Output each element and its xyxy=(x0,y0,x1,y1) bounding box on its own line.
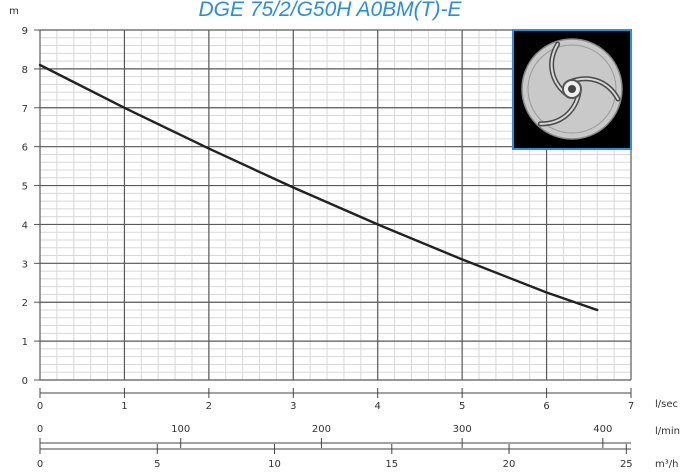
impeller-icon xyxy=(521,38,623,140)
x-tick-label: 0 xyxy=(37,424,43,435)
y-tick-label: 9 xyxy=(22,26,28,37)
y-tick-label: 2 xyxy=(22,298,28,309)
chart-title: DGE 75/2/G50H A0BM(T)-E xyxy=(199,0,463,21)
x-axes: 0 1 2 3 4 5 6 7 l/sec 0 100 200 300 400 l/min 0 5 10 15 20 2… xyxy=(37,388,680,470)
x-tick-label: 200 xyxy=(312,424,331,435)
impeller-inset xyxy=(512,29,632,150)
y-axis: 0 1 2 3 4 5 6 7 8 9 xyxy=(22,26,40,387)
x-tick-label: 0 xyxy=(37,401,43,412)
y-tick-label: 0 xyxy=(22,376,28,387)
x-tick-label: 400 xyxy=(593,424,612,435)
series-layer xyxy=(38,63,599,312)
x-axis-unit-label: l/min xyxy=(655,426,680,437)
x-tick-label: 15 xyxy=(385,459,398,470)
x-tick-label: 300 xyxy=(453,424,472,435)
y-tick-label: 8 xyxy=(22,65,28,76)
x-tick-label: 3 xyxy=(290,401,296,412)
x-tick-label: 2 xyxy=(206,401,212,412)
x-tick-label: 4 xyxy=(375,401,381,412)
x-tick-label: 20 xyxy=(503,459,516,470)
x-tick-label: 6 xyxy=(543,401,549,412)
y-tick-label: 1 xyxy=(22,337,28,348)
y-tick-label: 4 xyxy=(22,220,28,231)
y-tick-label: 3 xyxy=(22,259,28,270)
y-tick-label: 7 xyxy=(22,104,28,115)
y-axis-label: m xyxy=(9,6,19,17)
y-tick-label: 5 xyxy=(22,182,28,193)
x-tick-label: 5 xyxy=(154,459,160,470)
x-axis-unit-label: m³/h xyxy=(655,459,678,470)
x-tick-label: 7 xyxy=(628,401,634,412)
pump-curve-line xyxy=(38,63,599,312)
x-tick-label: 5 xyxy=(459,401,465,412)
x-tick-label: 100 xyxy=(171,424,190,435)
x-tick-label: 10 xyxy=(268,459,281,470)
x-tick-label: 25 xyxy=(620,459,633,470)
y-tick-label: 6 xyxy=(22,143,28,154)
x-tick-label: 0 xyxy=(37,459,43,470)
x-axis-unit-label: l/sec xyxy=(655,399,678,410)
x-tick-label: 1 xyxy=(121,401,127,412)
major-grid xyxy=(39,29,632,381)
